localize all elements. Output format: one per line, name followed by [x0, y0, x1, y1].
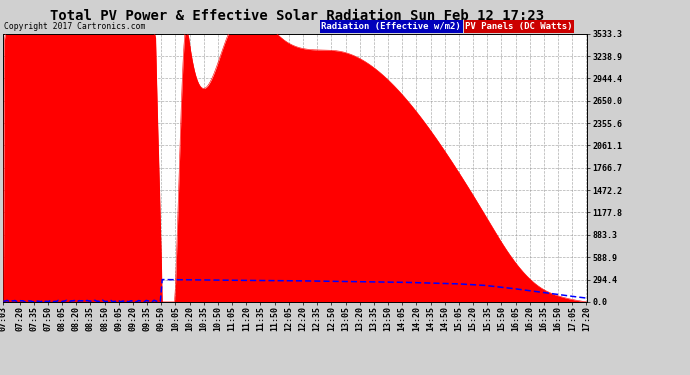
Text: Copyright 2017 Cartronics.com: Copyright 2017 Cartronics.com [4, 22, 146, 31]
Text: PV Panels (DC Watts): PV Panels (DC Watts) [465, 22, 573, 31]
Text: Radiation (Effective w/m2): Radiation (Effective w/m2) [322, 22, 461, 31]
Text: Total PV Power & Effective Solar Radiation Sun Feb 12 17:23: Total PV Power & Effective Solar Radiati… [50, 9, 544, 23]
